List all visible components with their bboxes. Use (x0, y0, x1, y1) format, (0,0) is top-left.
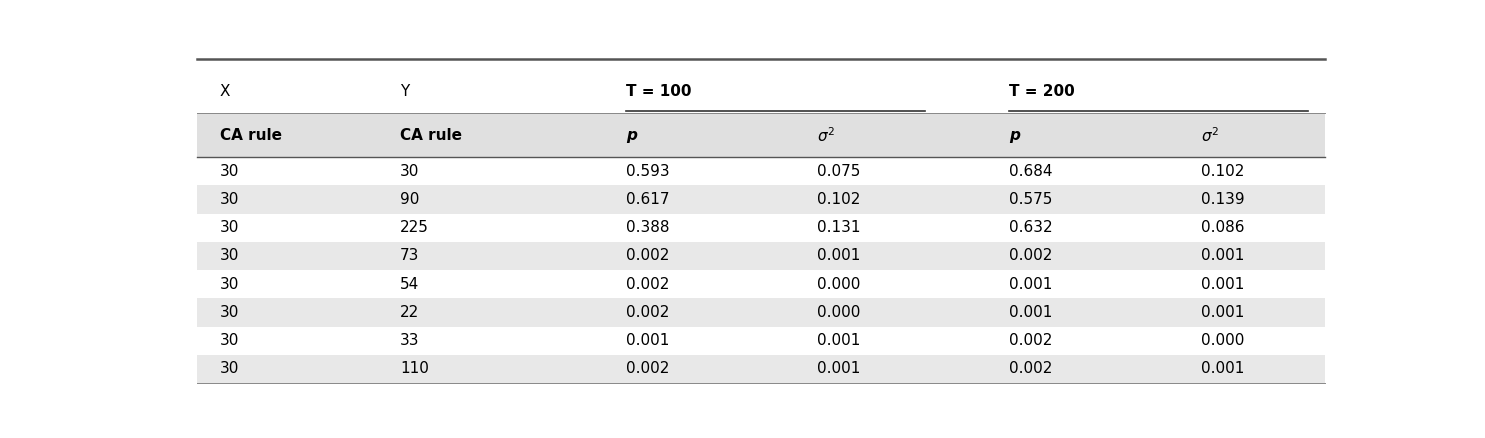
Text: 33: 33 (399, 333, 420, 348)
Text: 0.001: 0.001 (625, 333, 670, 348)
Text: $\sigma^2$: $\sigma^2$ (1201, 126, 1219, 145)
Text: 54: 54 (399, 277, 419, 292)
Text: 0.002: 0.002 (1010, 248, 1053, 264)
Text: 0.575: 0.575 (1010, 192, 1053, 207)
Text: 0.000: 0.000 (817, 305, 861, 320)
Text: 110: 110 (399, 361, 429, 376)
Text: 0.086: 0.086 (1201, 220, 1244, 235)
Text: 0.102: 0.102 (1201, 164, 1244, 179)
Text: 0.001: 0.001 (1201, 248, 1244, 264)
Text: 30: 30 (220, 164, 239, 179)
Text: 0.617: 0.617 (625, 192, 670, 207)
Text: 0.001: 0.001 (817, 361, 861, 376)
Text: 30: 30 (220, 333, 239, 348)
Text: CA rule: CA rule (399, 128, 462, 143)
Text: p: p (625, 128, 637, 143)
Text: 0.102: 0.102 (817, 192, 861, 207)
Text: 0.388: 0.388 (625, 220, 670, 235)
Text: 0.001: 0.001 (1201, 305, 1244, 320)
Text: 0.000: 0.000 (1201, 333, 1244, 348)
Bar (198, 185, 1325, 214)
Text: 0.002: 0.002 (1010, 333, 1053, 348)
Text: 30: 30 (220, 192, 239, 207)
Text: 0.002: 0.002 (625, 361, 670, 376)
Text: 0.000: 0.000 (817, 277, 861, 292)
Text: 0.001: 0.001 (817, 333, 861, 348)
Text: 0.002: 0.002 (625, 305, 670, 320)
Text: 0.001: 0.001 (1201, 277, 1244, 292)
Bar (198, 355, 1325, 383)
Text: 30: 30 (220, 248, 239, 264)
Text: 0.131: 0.131 (817, 220, 861, 235)
Text: 30: 30 (220, 277, 239, 292)
Text: 0.002: 0.002 (625, 248, 670, 264)
Text: p: p (1010, 128, 1020, 143)
Text: $\sigma^2$: $\sigma^2$ (817, 126, 836, 145)
Text: 0.075: 0.075 (817, 164, 861, 179)
Text: 0.001: 0.001 (1201, 361, 1244, 376)
Text: 0.593: 0.593 (625, 164, 670, 179)
Text: 0.002: 0.002 (625, 277, 670, 292)
Text: 0.002: 0.002 (1010, 361, 1053, 376)
Text: T = 200: T = 200 (1010, 84, 1075, 99)
Text: 30: 30 (399, 164, 420, 179)
Text: 0.001: 0.001 (1010, 277, 1053, 292)
Text: T = 100: T = 100 (625, 84, 691, 99)
Text: 30: 30 (220, 305, 239, 320)
Text: X: X (220, 84, 230, 99)
Text: 0.001: 0.001 (817, 248, 861, 264)
Text: 30: 30 (220, 220, 239, 235)
Text: 0.684: 0.684 (1010, 164, 1053, 179)
Text: 0.001: 0.001 (1010, 305, 1053, 320)
Text: 0.632: 0.632 (1010, 220, 1053, 235)
Text: 73: 73 (399, 248, 420, 264)
Text: 30: 30 (220, 361, 239, 376)
Text: CA rule: CA rule (220, 128, 282, 143)
Text: Y: Y (399, 84, 410, 99)
Text: 90: 90 (399, 192, 420, 207)
Bar (198, 298, 1325, 327)
Text: 22: 22 (399, 305, 419, 320)
Bar (198, 242, 1325, 270)
Text: 0.139: 0.139 (1201, 192, 1244, 207)
Text: 225: 225 (399, 220, 429, 235)
